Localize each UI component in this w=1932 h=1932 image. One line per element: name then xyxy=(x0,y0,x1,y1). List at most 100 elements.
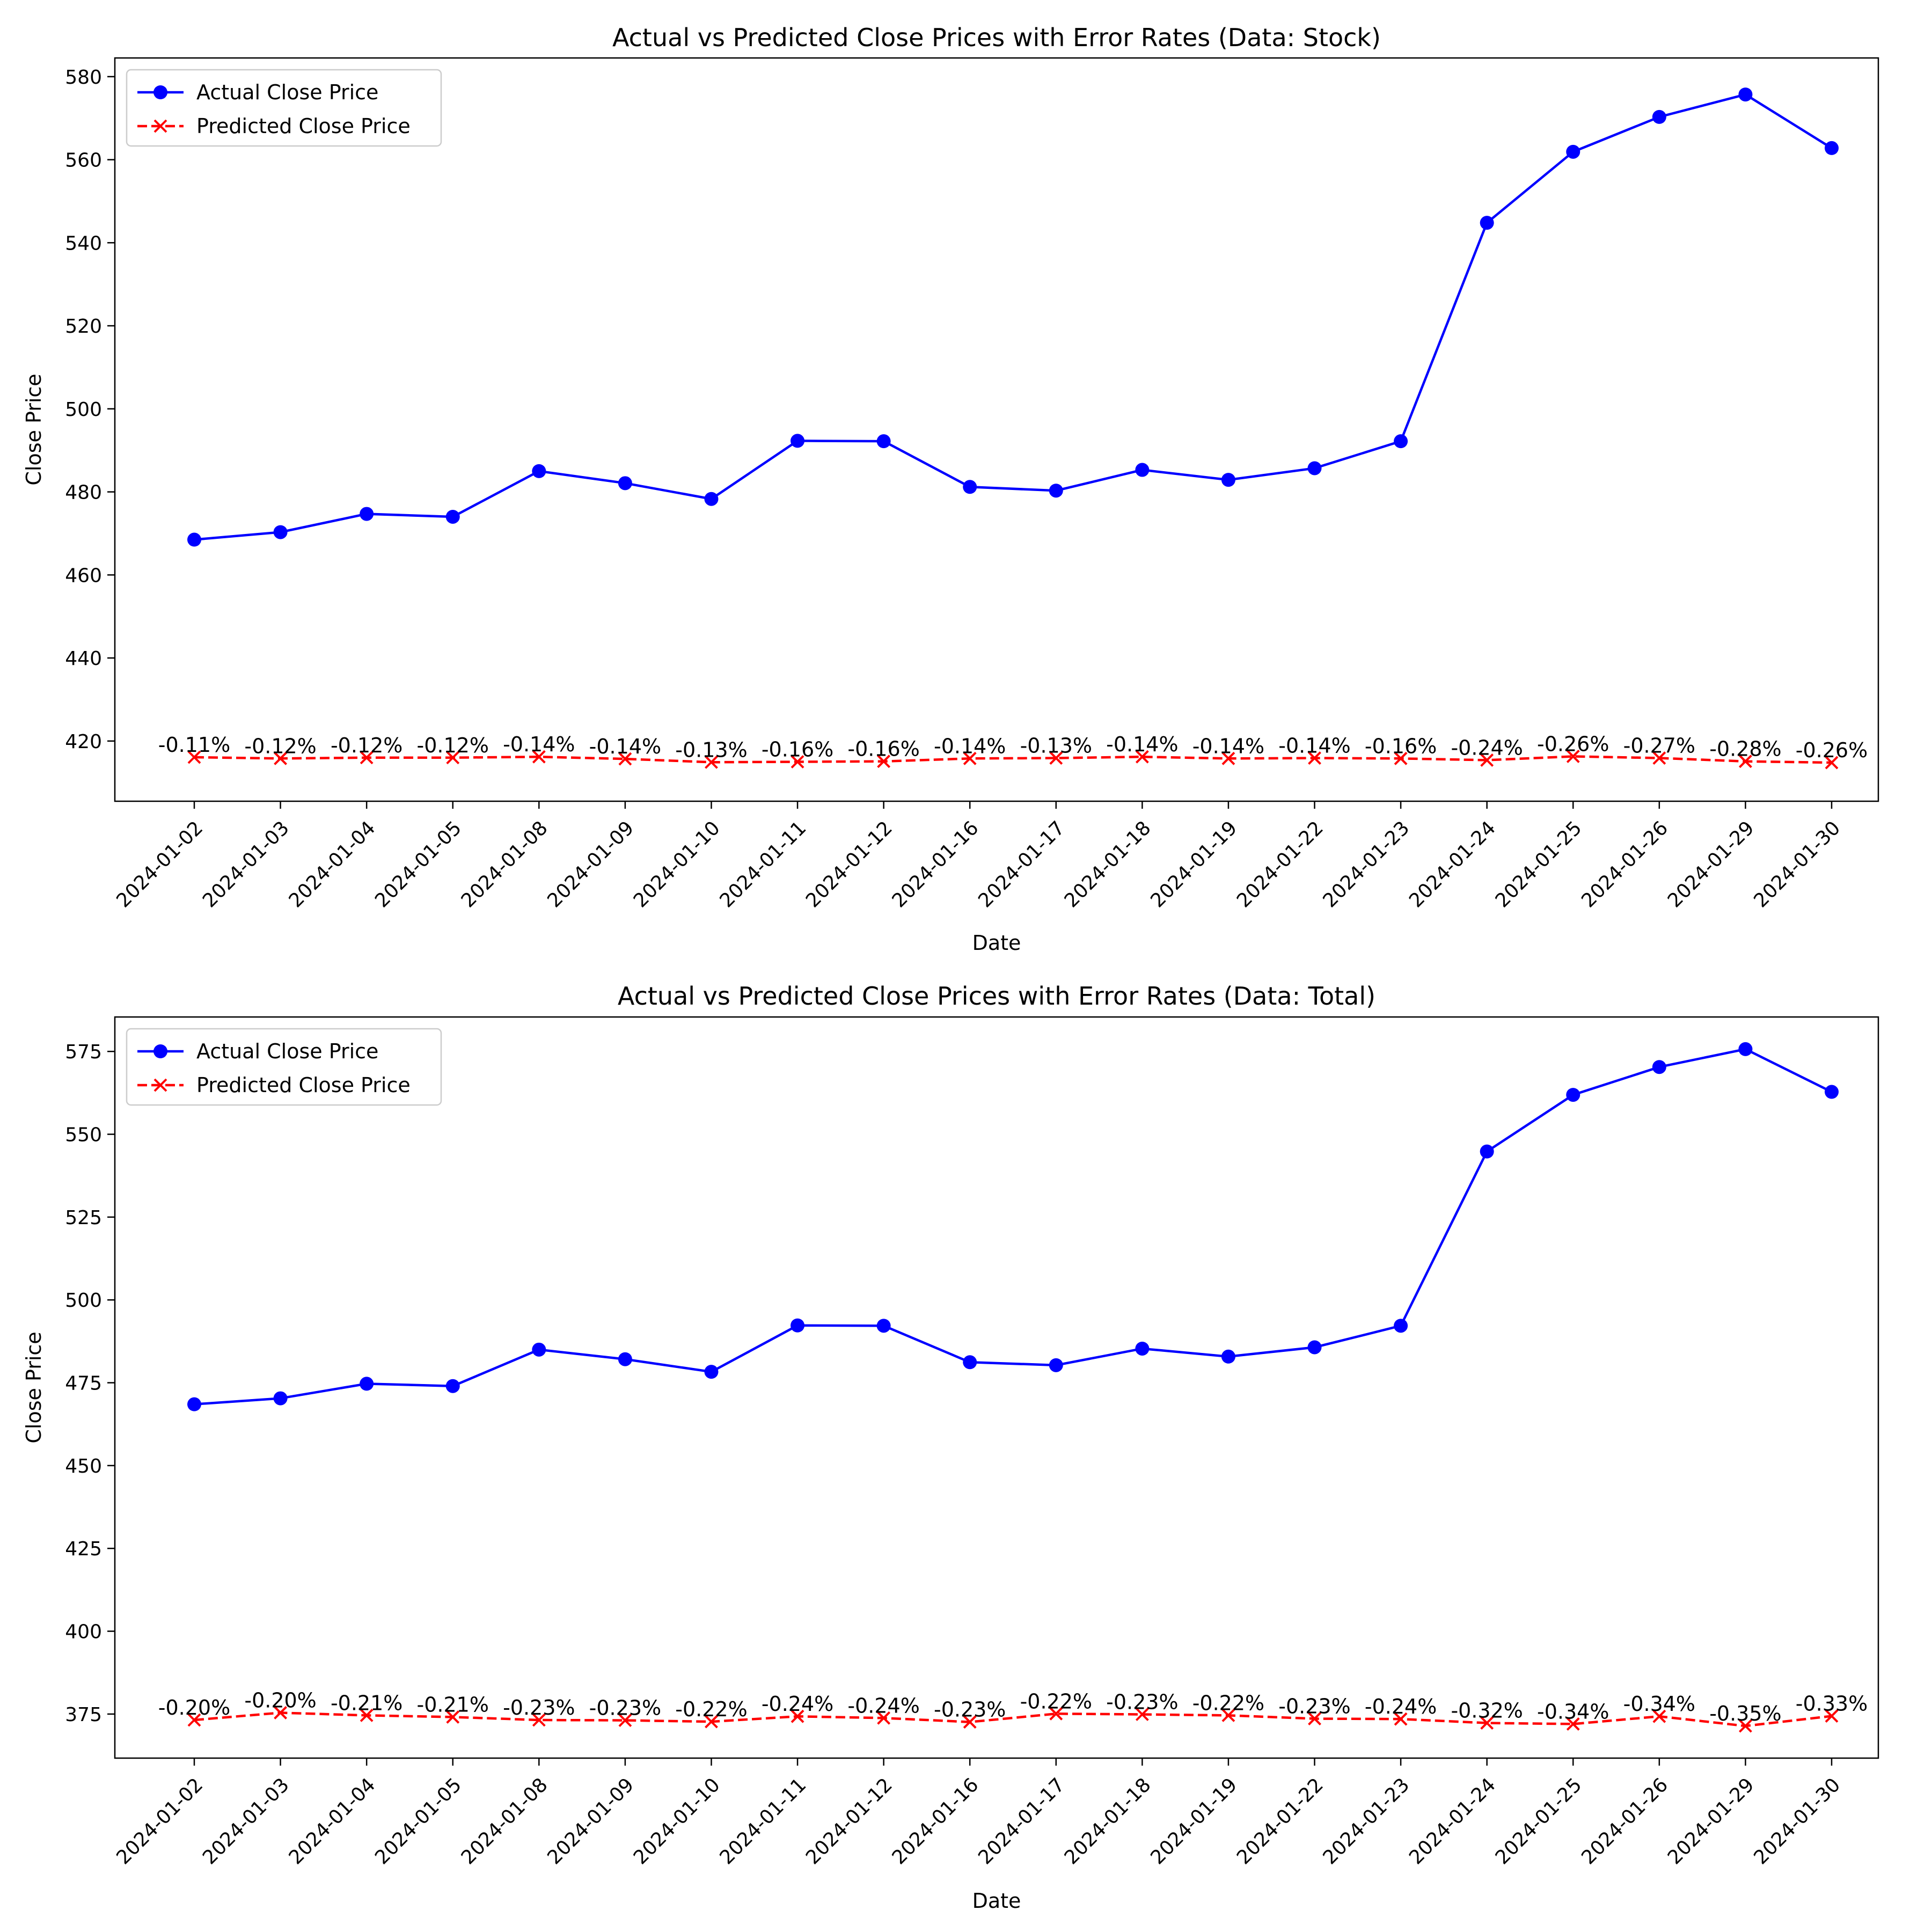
series-line-actual xyxy=(194,93,1833,541)
actual-point xyxy=(445,509,460,524)
actual-point xyxy=(1394,434,1408,449)
error-rate-label: -0.14% xyxy=(503,733,575,756)
x-tick-label: 2024-01-29 xyxy=(1664,817,1759,912)
x-tick-label: 2024-01-11 xyxy=(715,1774,810,1869)
legend-label: Predicted Close Price xyxy=(196,114,411,138)
actual-point xyxy=(1566,144,1580,159)
actual-point xyxy=(1566,1088,1580,1102)
predicted-point xyxy=(791,1709,804,1723)
predicted-point xyxy=(446,1710,460,1724)
x-tick-label: 2024-01-12 xyxy=(802,1774,897,1869)
predicted-point xyxy=(1221,751,1235,765)
actual-point xyxy=(618,1352,632,1366)
x-tick-label: 2024-01-23 xyxy=(1319,817,1414,912)
x-tick-label: 2024-01-09 xyxy=(543,817,638,912)
error-rate-label: -0.21% xyxy=(331,1691,402,1715)
y-tick-label: 540 xyxy=(65,232,102,254)
predicted-point xyxy=(1825,1709,1839,1723)
error-rate-label: -0.13% xyxy=(675,738,747,762)
error-rate-label: -0.14% xyxy=(1106,733,1178,756)
x-tick-label: 2024-01-26 xyxy=(1577,1774,1672,1869)
actual-point xyxy=(1221,1349,1235,1364)
predicted-point xyxy=(187,750,201,764)
predicted-point xyxy=(1566,1717,1580,1731)
actual-point xyxy=(1049,1358,1063,1372)
x-tick-label: 2024-01-04 xyxy=(285,817,380,912)
x-tick-label: 2024-01-05 xyxy=(371,1774,466,1869)
y-tick-label: 520 xyxy=(65,316,102,338)
predicted-point xyxy=(1739,755,1752,769)
x-tick-label: 2024-01-24 xyxy=(1405,1774,1500,1869)
x-tick-label: 2024-01-18 xyxy=(1060,817,1155,912)
actual-point xyxy=(1221,473,1235,487)
x-tick-label: 2024-01-16 xyxy=(888,817,983,912)
actual-point xyxy=(1652,1060,1666,1074)
actual-point xyxy=(876,1319,891,1333)
actual-point xyxy=(1394,1319,1408,1333)
x-tick-label: 2024-01-03 xyxy=(199,817,294,912)
actual-point xyxy=(1480,216,1494,230)
series-line-predicted xyxy=(194,755,1832,764)
series-line-predicted xyxy=(194,1711,1832,1728)
x-tick-label: 2024-01-25 xyxy=(1491,1774,1586,1869)
actual-point xyxy=(704,1365,719,1379)
error-rate-label: -0.12% xyxy=(244,734,316,758)
predicted-point xyxy=(705,755,718,769)
predicted-point xyxy=(618,1714,632,1728)
error-rate-label: -0.12% xyxy=(417,734,489,757)
actual-point xyxy=(1738,87,1753,102)
y-tick-label: 450 xyxy=(65,1455,102,1477)
x-tick-label: 2024-01-04 xyxy=(285,1774,380,1869)
error-rate-label: -0.14% xyxy=(1192,734,1264,758)
x-tick-label: 2024-01-29 xyxy=(1664,1774,1759,1869)
error-rate-label: -0.24% xyxy=(847,1694,919,1717)
x-tick-label: 2024-01-30 xyxy=(1750,1774,1845,1869)
error-rate-label: -0.23% xyxy=(1278,1695,1350,1718)
error-rate-label: -0.35% xyxy=(1709,1702,1781,1725)
legend-marker-actual xyxy=(153,1044,167,1058)
x-tick-label: 2024-01-19 xyxy=(1146,817,1241,912)
error-rate-label: -0.14% xyxy=(934,734,1006,758)
error-rate-label: -0.23% xyxy=(589,1696,661,1720)
predicted-point xyxy=(274,751,287,765)
chart-2: Actual vs Predicted Close Prices with Er… xyxy=(22,982,1879,1913)
predicted-point xyxy=(1135,750,1149,764)
x-tick-label: 2024-01-10 xyxy=(630,1774,724,1869)
predicted-point xyxy=(1049,751,1063,765)
x-tick-label: 2024-01-24 xyxy=(1405,817,1500,912)
y-tick-label: 420 xyxy=(65,731,102,753)
predicted-point xyxy=(360,1708,374,1722)
x-tick-label: 2024-01-12 xyxy=(802,817,897,912)
actual-point xyxy=(1049,484,1063,498)
predicted-point xyxy=(877,1711,891,1725)
actual-point xyxy=(445,1379,460,1393)
actual-point xyxy=(1738,1042,1753,1056)
y-axis-label: Close Price xyxy=(22,374,46,485)
error-rate-label: -0.26% xyxy=(1537,732,1609,756)
y-tick-label: 400 xyxy=(65,1621,102,1643)
predicted-point xyxy=(791,755,804,769)
actual-point xyxy=(876,434,891,449)
x-tick-label: 2024-01-25 xyxy=(1491,817,1586,912)
y-tick-label: 475 xyxy=(65,1373,102,1395)
predicted-point xyxy=(274,1706,287,1719)
error-rate-label: -0.21% xyxy=(417,1693,489,1716)
predicted-point xyxy=(1480,753,1494,767)
x-tick-label: 2024-01-02 xyxy=(112,1774,207,1869)
predicted-point xyxy=(1049,1707,1063,1721)
actual-point xyxy=(1135,1341,1150,1356)
actual-point xyxy=(1135,463,1150,477)
error-rate-label: -0.14% xyxy=(589,735,661,758)
predicted-point xyxy=(187,1713,201,1727)
actual-point xyxy=(187,532,201,547)
error-rate-label: -0.27% xyxy=(1623,734,1695,758)
legend: Actual Close Price Predicted Close Price xyxy=(126,1028,442,1106)
legend-marker-predicted xyxy=(153,119,167,133)
x-tick-label: 2024-01-19 xyxy=(1146,1774,1241,1869)
predicted-point xyxy=(1739,1719,1752,1733)
x-tick-label: 2024-01-16 xyxy=(888,1774,983,1869)
legend-label: Actual Close Price xyxy=(196,1040,378,1063)
x-tick-label: 2024-01-18 xyxy=(1060,1774,1155,1869)
actual-point xyxy=(273,525,288,539)
